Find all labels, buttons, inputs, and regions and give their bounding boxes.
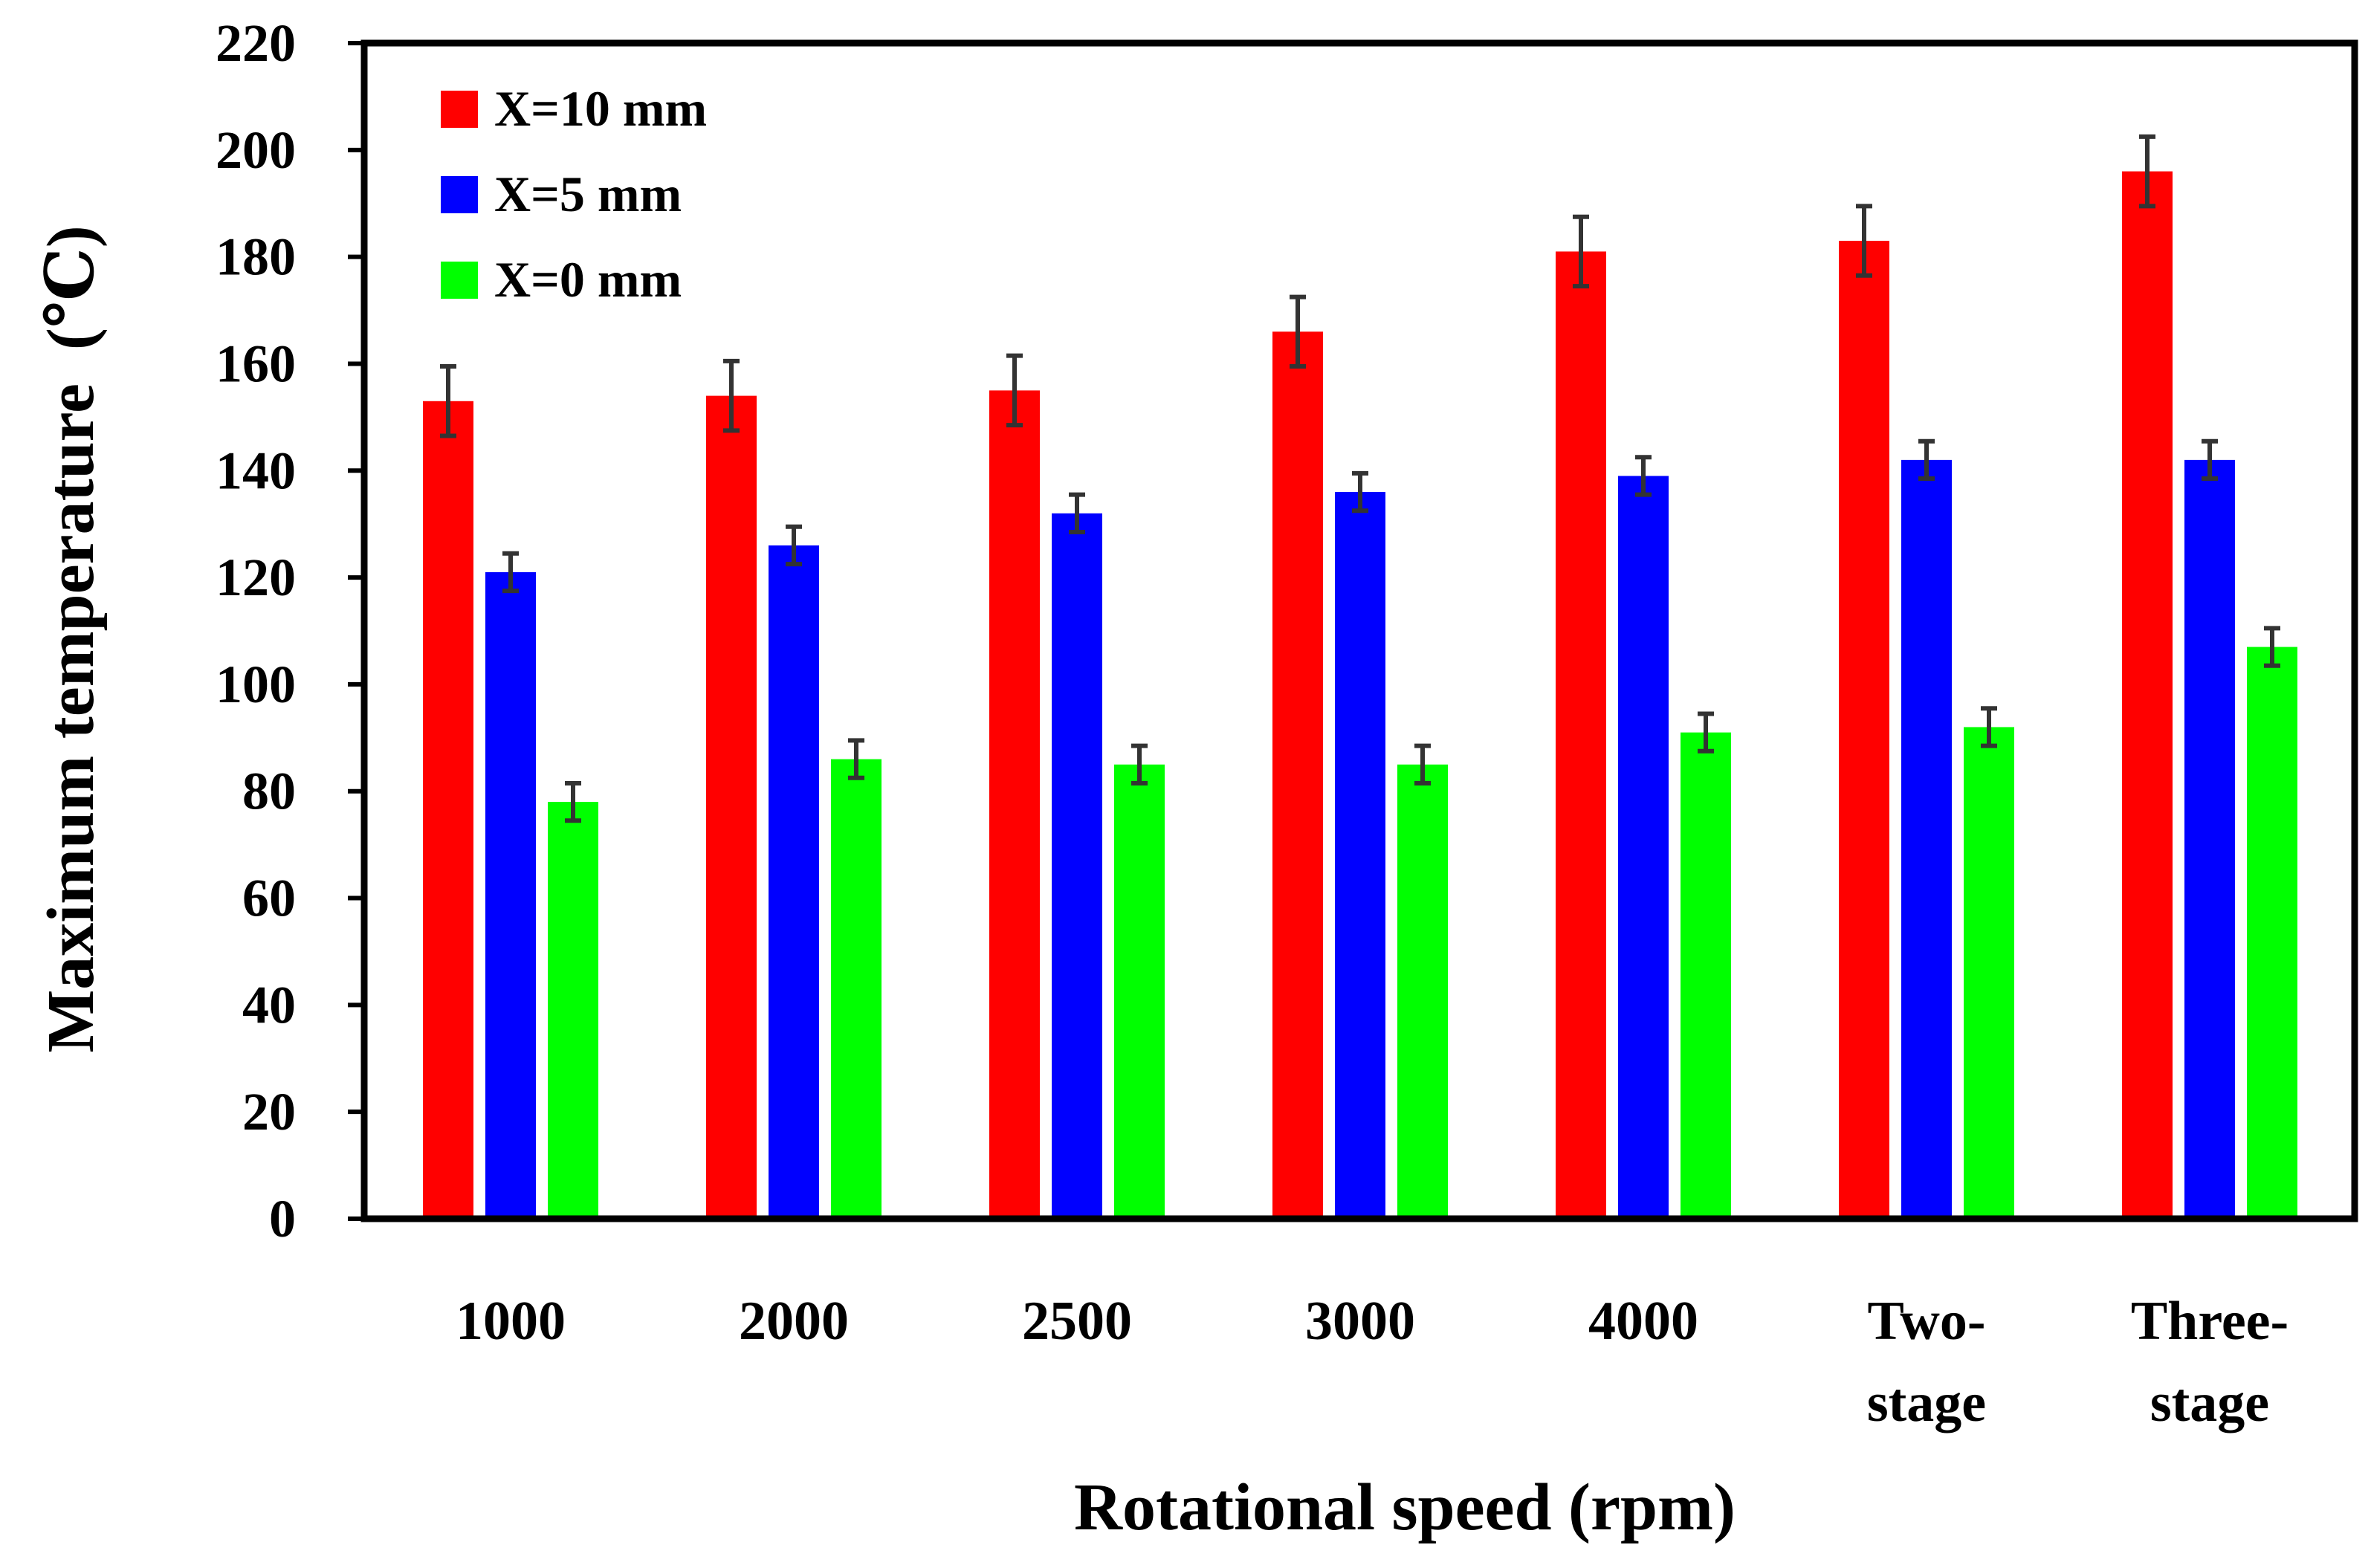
legend-swatch <box>441 262 478 299</box>
bar-x-10-mm <box>989 390 1040 1219</box>
bar-x-5-mm <box>1335 492 1385 1219</box>
bar-x-5-mm <box>1618 476 1669 1219</box>
y-tick-label: 140 <box>216 441 296 500</box>
bar-x-5-mm <box>1052 513 1102 1219</box>
y-tick-label: 220 <box>216 13 296 73</box>
y-tick-label: 200 <box>216 120 296 180</box>
x-tick-label: 4000 <box>1588 1291 1698 1352</box>
bar-x-5-mm <box>485 571 536 1219</box>
x-axis: 1000 2000 2500 3000 4000 Two-stage Three-stage <box>456 1291 2288 1433</box>
y-tick-label: 120 <box>216 548 296 607</box>
y-axis-title: Maximum temperature (℃) <box>34 225 108 1052</box>
legend-swatch <box>441 91 478 128</box>
bar-x-10-mm <box>1272 331 1323 1219</box>
legend-label: X=5 mm <box>494 166 682 222</box>
legend-label: X=10 mm <box>494 80 707 137</box>
bar-x-0-mm <box>1114 764 1165 1219</box>
bar-x-0-mm <box>2247 647 2297 1219</box>
x-tick-label: Two- <box>1868 1291 1986 1352</box>
x-tick-label: stage <box>2150 1373 2269 1433</box>
bar-x-10-mm <box>706 395 757 1219</box>
bar-x-5-mm <box>769 545 819 1219</box>
plot-frame <box>360 39 2358 1222</box>
errorbars-layer <box>440 134 2280 823</box>
bar-x-5-mm <box>2184 459 2235 1219</box>
x-tick-label: 3000 <box>1305 1291 1415 1352</box>
bar-x-0-mm <box>1964 727 2014 1219</box>
x-axis-title: Rotational speed (rpm) <box>1074 1471 1736 1544</box>
x-tick-label: stage <box>1867 1373 1986 1433</box>
bar-x-5-mm <box>1901 459 1952 1219</box>
y-tick-label: 160 <box>216 334 296 393</box>
bar-x-0-mm <box>831 759 882 1219</box>
bar-x-0-mm <box>1681 732 1731 1219</box>
x-tick-label: 2000 <box>739 1291 849 1352</box>
x-tick-label: 1000 <box>456 1291 566 1352</box>
y-tick-label: 80 <box>242 762 296 821</box>
x-tick-label: Three- <box>2131 1291 2288 1352</box>
bar-x-10-mm <box>2122 171 2173 1219</box>
y-tick-label: 20 <box>242 1082 296 1141</box>
bar-x-0-mm <box>548 802 598 1219</box>
y-axis: 0 20 40 60 80 100 120 140 160 180 200 220 <box>216 13 364 1248</box>
bar-x-10-mm <box>1556 251 1606 1219</box>
legend-swatch <box>441 176 478 213</box>
x-tick-label: 2500 <box>1022 1291 1132 1352</box>
bar-x-0-mm <box>1397 764 1448 1219</box>
legend-label: X=0 mm <box>494 251 682 308</box>
y-tick-label: 180 <box>216 227 296 287</box>
y-tick-label: 40 <box>242 975 296 1034</box>
y-tick-label: 0 <box>269 1189 296 1248</box>
bar-x-10-mm <box>423 401 473 1219</box>
y-tick-label: 60 <box>242 869 296 928</box>
bar-x-10-mm <box>1839 241 1889 1219</box>
bars-layer <box>423 171 2297 1219</box>
y-tick-label: 100 <box>216 655 296 714</box>
legend: X=10 mm X=5 mm X=0 mm <box>441 80 707 308</box>
